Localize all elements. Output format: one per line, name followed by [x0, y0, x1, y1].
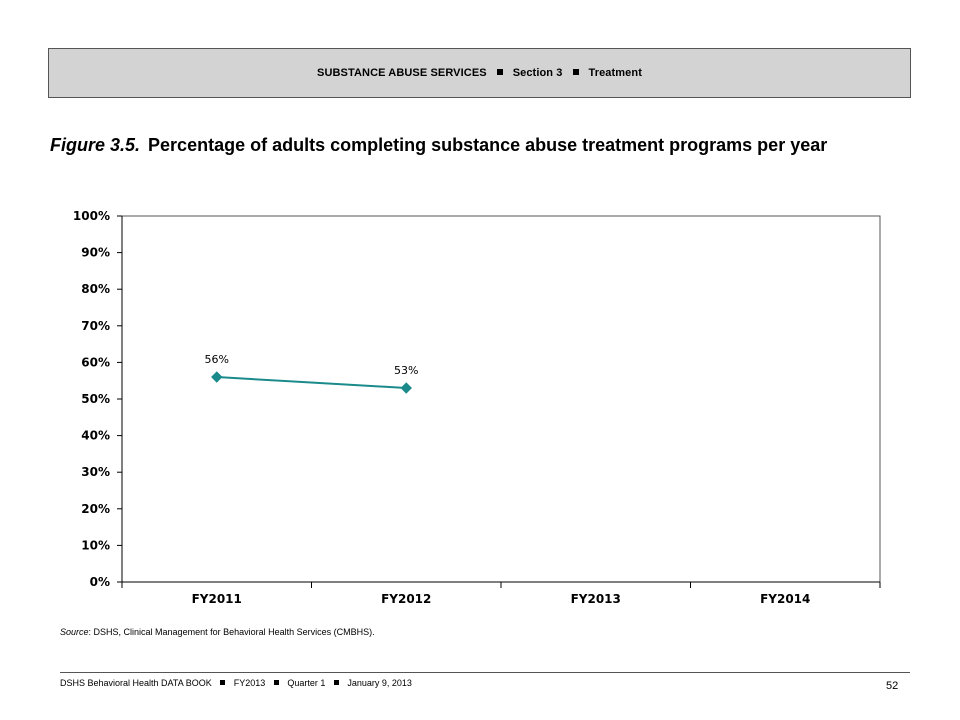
y-tick-label: 50%: [81, 392, 110, 406]
source-label: Source: [60, 627, 89, 637]
data-label: 56%: [205, 353, 229, 366]
plot-area: [121, 215, 881, 583]
y-tick-label: 70%: [81, 319, 110, 333]
header-separator: [572, 69, 579, 75]
header-topic: Treatment: [588, 67, 642, 79]
header-separator: [496, 69, 503, 75]
footer: DSHS Behavioral Health DATA BOOK FY2013 …: [60, 678, 412, 688]
y-tick-label: 20%: [81, 502, 110, 516]
page-number: 52: [886, 680, 899, 692]
y-tick-label: 40%: [81, 429, 110, 443]
data-point: [211, 371, 223, 383]
figure-number: Figure 3.5.: [50, 135, 141, 155]
y-tick-label: 80%: [81, 282, 110, 296]
data-point: [400, 382, 412, 394]
source-note: Source: DSHS, Clinical Management for Be…: [60, 627, 375, 637]
x-tick-label: FY2011: [192, 592, 242, 606]
footer-divider: [60, 672, 910, 673]
footer-separator: [333, 680, 339, 686]
footer-separator: [273, 680, 279, 686]
y-tick-label: 90%: [81, 246, 110, 260]
y-tick-label: 30%: [81, 465, 110, 479]
x-tick-label: FY2012: [381, 592, 431, 606]
figure-title: Figure 3.5. Percentage of adults completi…: [50, 133, 910, 157]
footer-quarter: Quarter 1: [287, 678, 326, 688]
header-section-name: SUBSTANCE ABUSE SERVICES: [317, 67, 487, 79]
y-tick-label: 100%: [73, 209, 110, 223]
x-tick-label: FY2013: [571, 592, 621, 606]
y-tick-label: 0%: [90, 575, 110, 589]
source-text: : DSHS, Clinical Management for Behavior…: [88, 627, 375, 637]
footer-fiscal-year: FY2013: [233, 678, 266, 688]
footer-separator: [220, 680, 226, 686]
header-section-number: Section 3: [512, 67, 563, 79]
figure-title-text: Percentage of adults completing substanc…: [148, 135, 828, 155]
series-line: [216, 376, 407, 390]
footer-book: DSHS Behavioral Health DATA BOOK: [60, 678, 212, 688]
x-tick-label: FY2014: [760, 592, 810, 606]
footer-date: January 9, 2013: [347, 678, 412, 688]
y-tick-label: 60%: [81, 355, 110, 369]
data-label: 53%: [394, 364, 418, 377]
y-tick-label: 10%: [81, 538, 110, 552]
section-header: SUBSTANCE ABUSE SERVICES Section 3 Treat…: [48, 48, 911, 98]
